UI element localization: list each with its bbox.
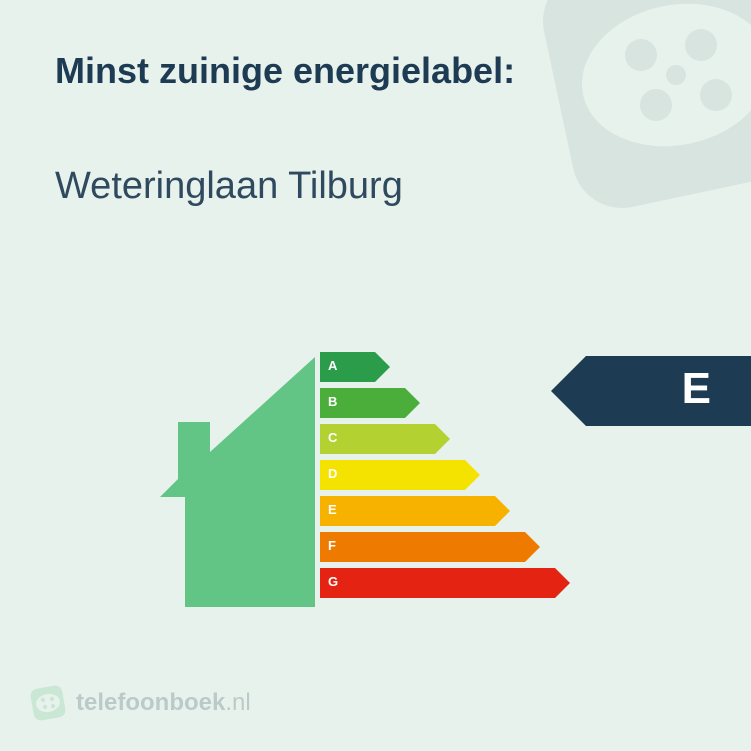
footer-logo-icon xyxy=(30,685,66,721)
rating-letter: E xyxy=(682,364,711,414)
footer-brand-tld: .nl xyxy=(225,689,250,716)
footer-brand: telefoonboek.nl xyxy=(30,685,251,721)
location-subtitle: Weteringlaan Tilburg xyxy=(55,165,403,208)
energy-bar-label: F xyxy=(328,538,336,553)
footer-brand-text: telefoonboek.nl xyxy=(76,689,251,717)
energy-label-chart: A B C D E F G xyxy=(160,352,590,612)
energy-bar xyxy=(320,532,540,562)
energy-bar xyxy=(320,424,450,454)
footer-brand-name: telefoonboek xyxy=(76,689,225,716)
energy-bar xyxy=(320,568,570,598)
energy-bar-label: B xyxy=(328,394,337,409)
energy-bar-label: G xyxy=(328,574,338,589)
energy-bar-label: A xyxy=(328,358,337,373)
energy-bar xyxy=(320,496,510,526)
energy-bar-label: D xyxy=(328,466,337,481)
house-icon xyxy=(160,357,315,612)
rating-arrow-shape xyxy=(551,356,751,426)
energy-bar-label: E xyxy=(328,502,337,517)
watermark-logo xyxy=(526,0,751,225)
energy-bar-label: C xyxy=(328,430,337,445)
page-title: Minst zuinige energielabel: xyxy=(55,50,515,92)
energy-bar xyxy=(320,460,480,490)
